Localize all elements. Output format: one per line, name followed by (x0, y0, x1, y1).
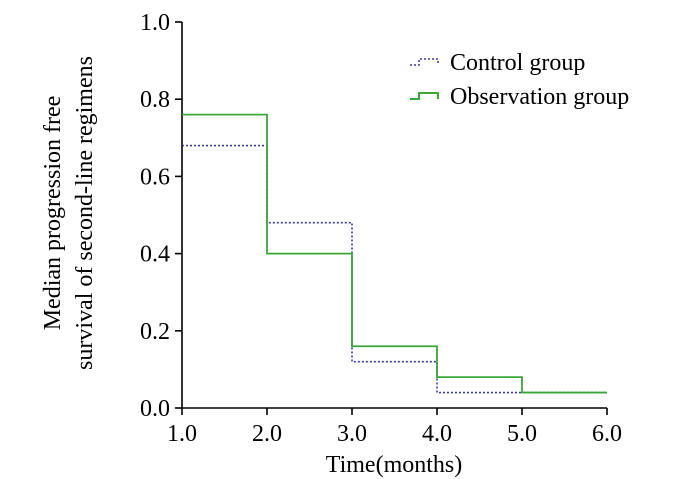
x-tick-label: 2.0 (252, 421, 282, 447)
x-axis-label: Time(months) (326, 452, 462, 478)
y-tick-label: 0.2 (140, 319, 170, 345)
legend-label-observation: Observation group (450, 84, 629, 110)
x-tick-label: 1.0 (167, 421, 197, 447)
series-line-observation (182, 113, 607, 394)
legend-swatch-control (410, 58, 439, 66)
y-axis-label-line1: Median progression free (40, 96, 66, 331)
series-line-control (182, 144, 607, 394)
y-tick-label: 0.6 (140, 164, 170, 190)
legend: Control group Observation group (410, 50, 629, 110)
y-tick-label: 0.0 (140, 396, 170, 422)
y-axis-label-line2: survival of second-line regimens (72, 56, 98, 370)
series-layer (182, 113, 607, 394)
y-tick-label: 0.8 (140, 87, 170, 113)
x-tick-label: 3.0 (337, 421, 367, 447)
axes: 0.0 0.2 0.4 0.6 0.8 1.0 1.0 2.0 3.0 4.0 5.0 6.0 (140, 10, 622, 447)
y-tick-label: 1.0 (140, 10, 170, 36)
x-tick-label: 5.0 (507, 421, 537, 447)
y-tick-label: 0.4 (140, 242, 170, 268)
x-tick-label: 6.0 (592, 421, 622, 447)
legend-label-control: Control group (450, 50, 585, 76)
x-tick-label: 4.0 (422, 421, 452, 447)
legend-swatch-observation (410, 92, 439, 100)
